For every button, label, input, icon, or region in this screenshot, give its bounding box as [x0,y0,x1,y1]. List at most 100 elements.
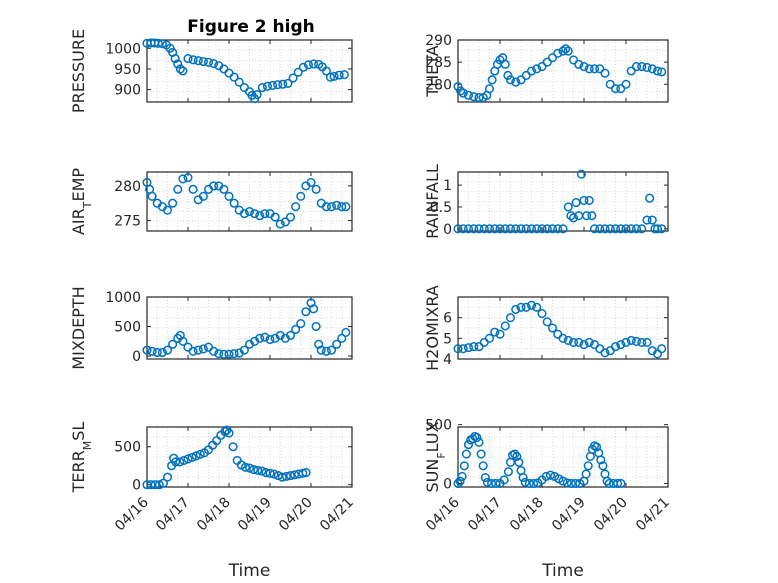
data-point [589,224,600,234]
data-point [529,478,539,489]
data-point [458,88,468,98]
data-point [616,224,626,234]
data-point [505,313,516,323]
data-point [512,451,522,461]
data-point [311,321,321,332]
data-point [275,219,285,229]
data-point [621,224,631,234]
x-tick-label: 04/16 [423,494,463,534]
data-point [537,62,547,72]
data-point [631,62,642,72]
data-point [309,304,319,314]
x-tick-label: 04/19 [235,495,275,535]
data-point [288,73,298,83]
data-point [178,174,188,184]
y-axis-label-part: T [81,201,94,209]
data-point [273,80,283,90]
y-tick-label: 0 [443,222,452,238]
x-tick-label: 04/18 [507,495,547,535]
data-point [239,345,249,355]
data-point [500,321,510,331]
data-point [579,195,589,205]
subplot-8: 0 500 04/16 04/17 04/18 04/19 04/20 04/21 Time SU… [423,418,673,581]
data-point [495,55,505,65]
data-point [616,339,626,350]
data-point [487,478,497,489]
data-point [154,480,164,490]
data-point [301,468,311,478]
data-point [574,59,584,69]
data-point [566,478,576,489]
axes-frame [457,171,669,232]
y-tick-label: 6 [443,311,452,327]
x-tick-label: 04/16 [112,494,152,534]
y-axis-label-part: PRESSURE [69,29,88,113]
data-point [610,84,621,94]
data-point [463,224,474,234]
data-point [568,337,579,348]
data-point [162,345,173,355]
data-point [153,38,163,48]
data-point [561,44,571,54]
data-point [600,348,610,358]
data-point [162,205,173,215]
axes-frame [457,426,669,488]
data-point [610,224,621,234]
data-point [616,478,626,489]
data-point [209,59,219,69]
y-axis-label: H2OMIXRA [423,285,442,371]
data-point [158,478,168,488]
data-point [482,477,492,487]
data-point [553,48,563,58]
data-point [595,224,605,234]
data-point [516,75,526,85]
data-point [584,64,594,74]
data-point [193,56,203,66]
axes-frame [146,171,353,232]
data-point [600,224,610,234]
data-point [249,464,259,475]
data-point [645,193,655,203]
data-point [341,327,351,337]
data-point [252,90,262,100]
data-point [253,465,263,475]
data-point [296,319,306,329]
data-point [524,478,534,489]
data-point [301,307,311,317]
data-point [142,345,152,355]
data-point [574,337,584,348]
data-point [453,81,463,92]
data-point [171,457,181,467]
y-axis-label: MIXDEPTH [69,286,88,369]
data-point [505,75,516,85]
data-point [209,346,219,356]
axes-frame [146,39,353,103]
data-point [545,470,555,480]
y-axis-label: SUNFLUX [423,421,448,492]
data-point [526,300,537,310]
data-point [490,327,500,337]
axes-frame [146,296,353,360]
data-point [337,333,347,343]
data-point [495,224,505,234]
data-point [511,224,521,234]
data-point [260,209,270,219]
data-point [579,339,589,350]
axes-frame [457,296,669,360]
data-point [293,67,303,77]
data-point [558,46,568,56]
data-point [234,77,244,87]
data-point [503,467,513,477]
data-point [224,191,234,201]
data-point [562,478,572,488]
data-point [547,224,558,234]
data-point [147,191,157,201]
data-point [456,86,466,96]
data-point [262,81,272,91]
data-point [285,330,296,340]
data-point [474,224,484,234]
y-axis-label-part: M [81,441,94,451]
data-point [479,224,489,234]
data-point [469,92,479,102]
data-point [484,84,495,94]
